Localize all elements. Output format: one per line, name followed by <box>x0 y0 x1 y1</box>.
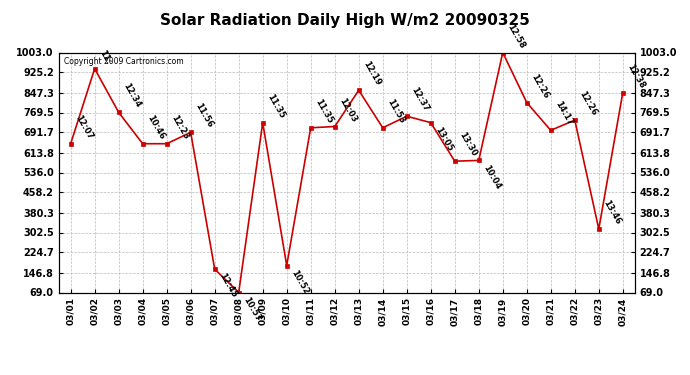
Text: 12:45: 12:45 <box>217 272 239 300</box>
Text: 11:53: 11:53 <box>386 98 406 125</box>
Text: 12:26: 12:26 <box>529 72 551 100</box>
Text: 12:34: 12:34 <box>121 82 143 110</box>
Text: 12:07: 12:07 <box>73 113 95 141</box>
Text: 13:05: 13:05 <box>433 125 455 153</box>
Text: 10:52: 10:52 <box>290 268 310 296</box>
Text: 10:46: 10:46 <box>146 113 166 141</box>
Text: 10:57: 10:57 <box>241 295 263 323</box>
Text: 12:37: 12:37 <box>410 86 431 114</box>
Text: 12:19: 12:19 <box>362 60 383 87</box>
Text: 12:38: 12:38 <box>626 62 647 90</box>
Text: 13:46: 13:46 <box>602 199 623 226</box>
Text: 11:35: 11:35 <box>266 92 286 120</box>
Text: 12:58: 12:58 <box>506 22 526 50</box>
Text: 12:23: 12:23 <box>170 113 190 141</box>
Text: Copyright 2009 Cartronics.com: Copyright 2009 Cartronics.com <box>64 57 184 66</box>
Text: 11:35: 11:35 <box>313 98 335 125</box>
Text: 11:56: 11:56 <box>193 102 215 130</box>
Text: 14:17: 14:17 <box>553 100 575 128</box>
Text: 12:03: 12:03 <box>337 96 359 124</box>
Text: 13:30: 13:30 <box>457 131 479 158</box>
Text: 10:04: 10:04 <box>482 163 502 191</box>
Text: Solar Radiation Daily High W/m2 20090325: Solar Radiation Daily High W/m2 20090325 <box>160 13 530 28</box>
Text: 11:: 11: <box>97 48 112 66</box>
Text: 12:26: 12:26 <box>578 90 599 117</box>
